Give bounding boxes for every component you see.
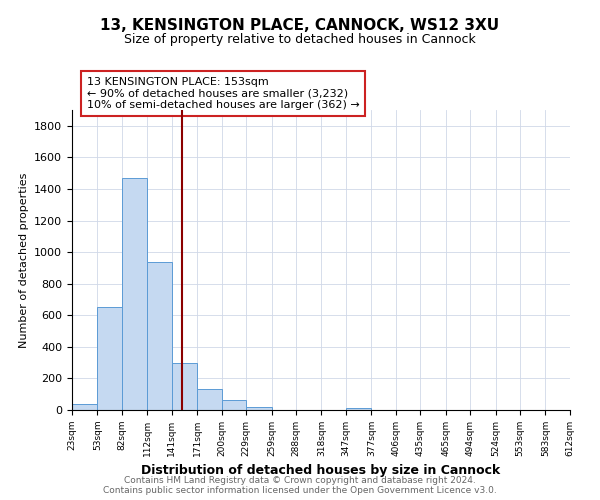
Bar <box>246 407 272 410</box>
Y-axis label: Number of detached properties: Number of detached properties <box>19 172 29 348</box>
Bar <box>197 390 221 410</box>
Text: Size of property relative to detached houses in Cannock: Size of property relative to detached ho… <box>124 32 476 46</box>
Text: 13 KENSINGTON PLACE: 153sqm
← 90% of detached houses are smaller (3,232)
10% of : 13 KENSINGTON PLACE: 153sqm ← 90% of det… <box>87 77 359 110</box>
Text: Contains HM Land Registry data © Crown copyright and database right 2024.
Contai: Contains HM Land Registry data © Crown c… <box>103 476 497 495</box>
Bar <box>147 262 172 410</box>
Bar <box>346 408 371 410</box>
Bar <box>122 178 147 410</box>
X-axis label: Distribution of detached houses by size in Cannock: Distribution of detached houses by size … <box>142 464 500 477</box>
Bar <box>172 364 197 410</box>
Bar <box>221 400 246 410</box>
Bar <box>72 404 97 410</box>
Text: 13, KENSINGTON PLACE, CANNOCK, WS12 3XU: 13, KENSINGTON PLACE, CANNOCK, WS12 3XU <box>100 18 500 32</box>
Bar <box>97 308 122 410</box>
